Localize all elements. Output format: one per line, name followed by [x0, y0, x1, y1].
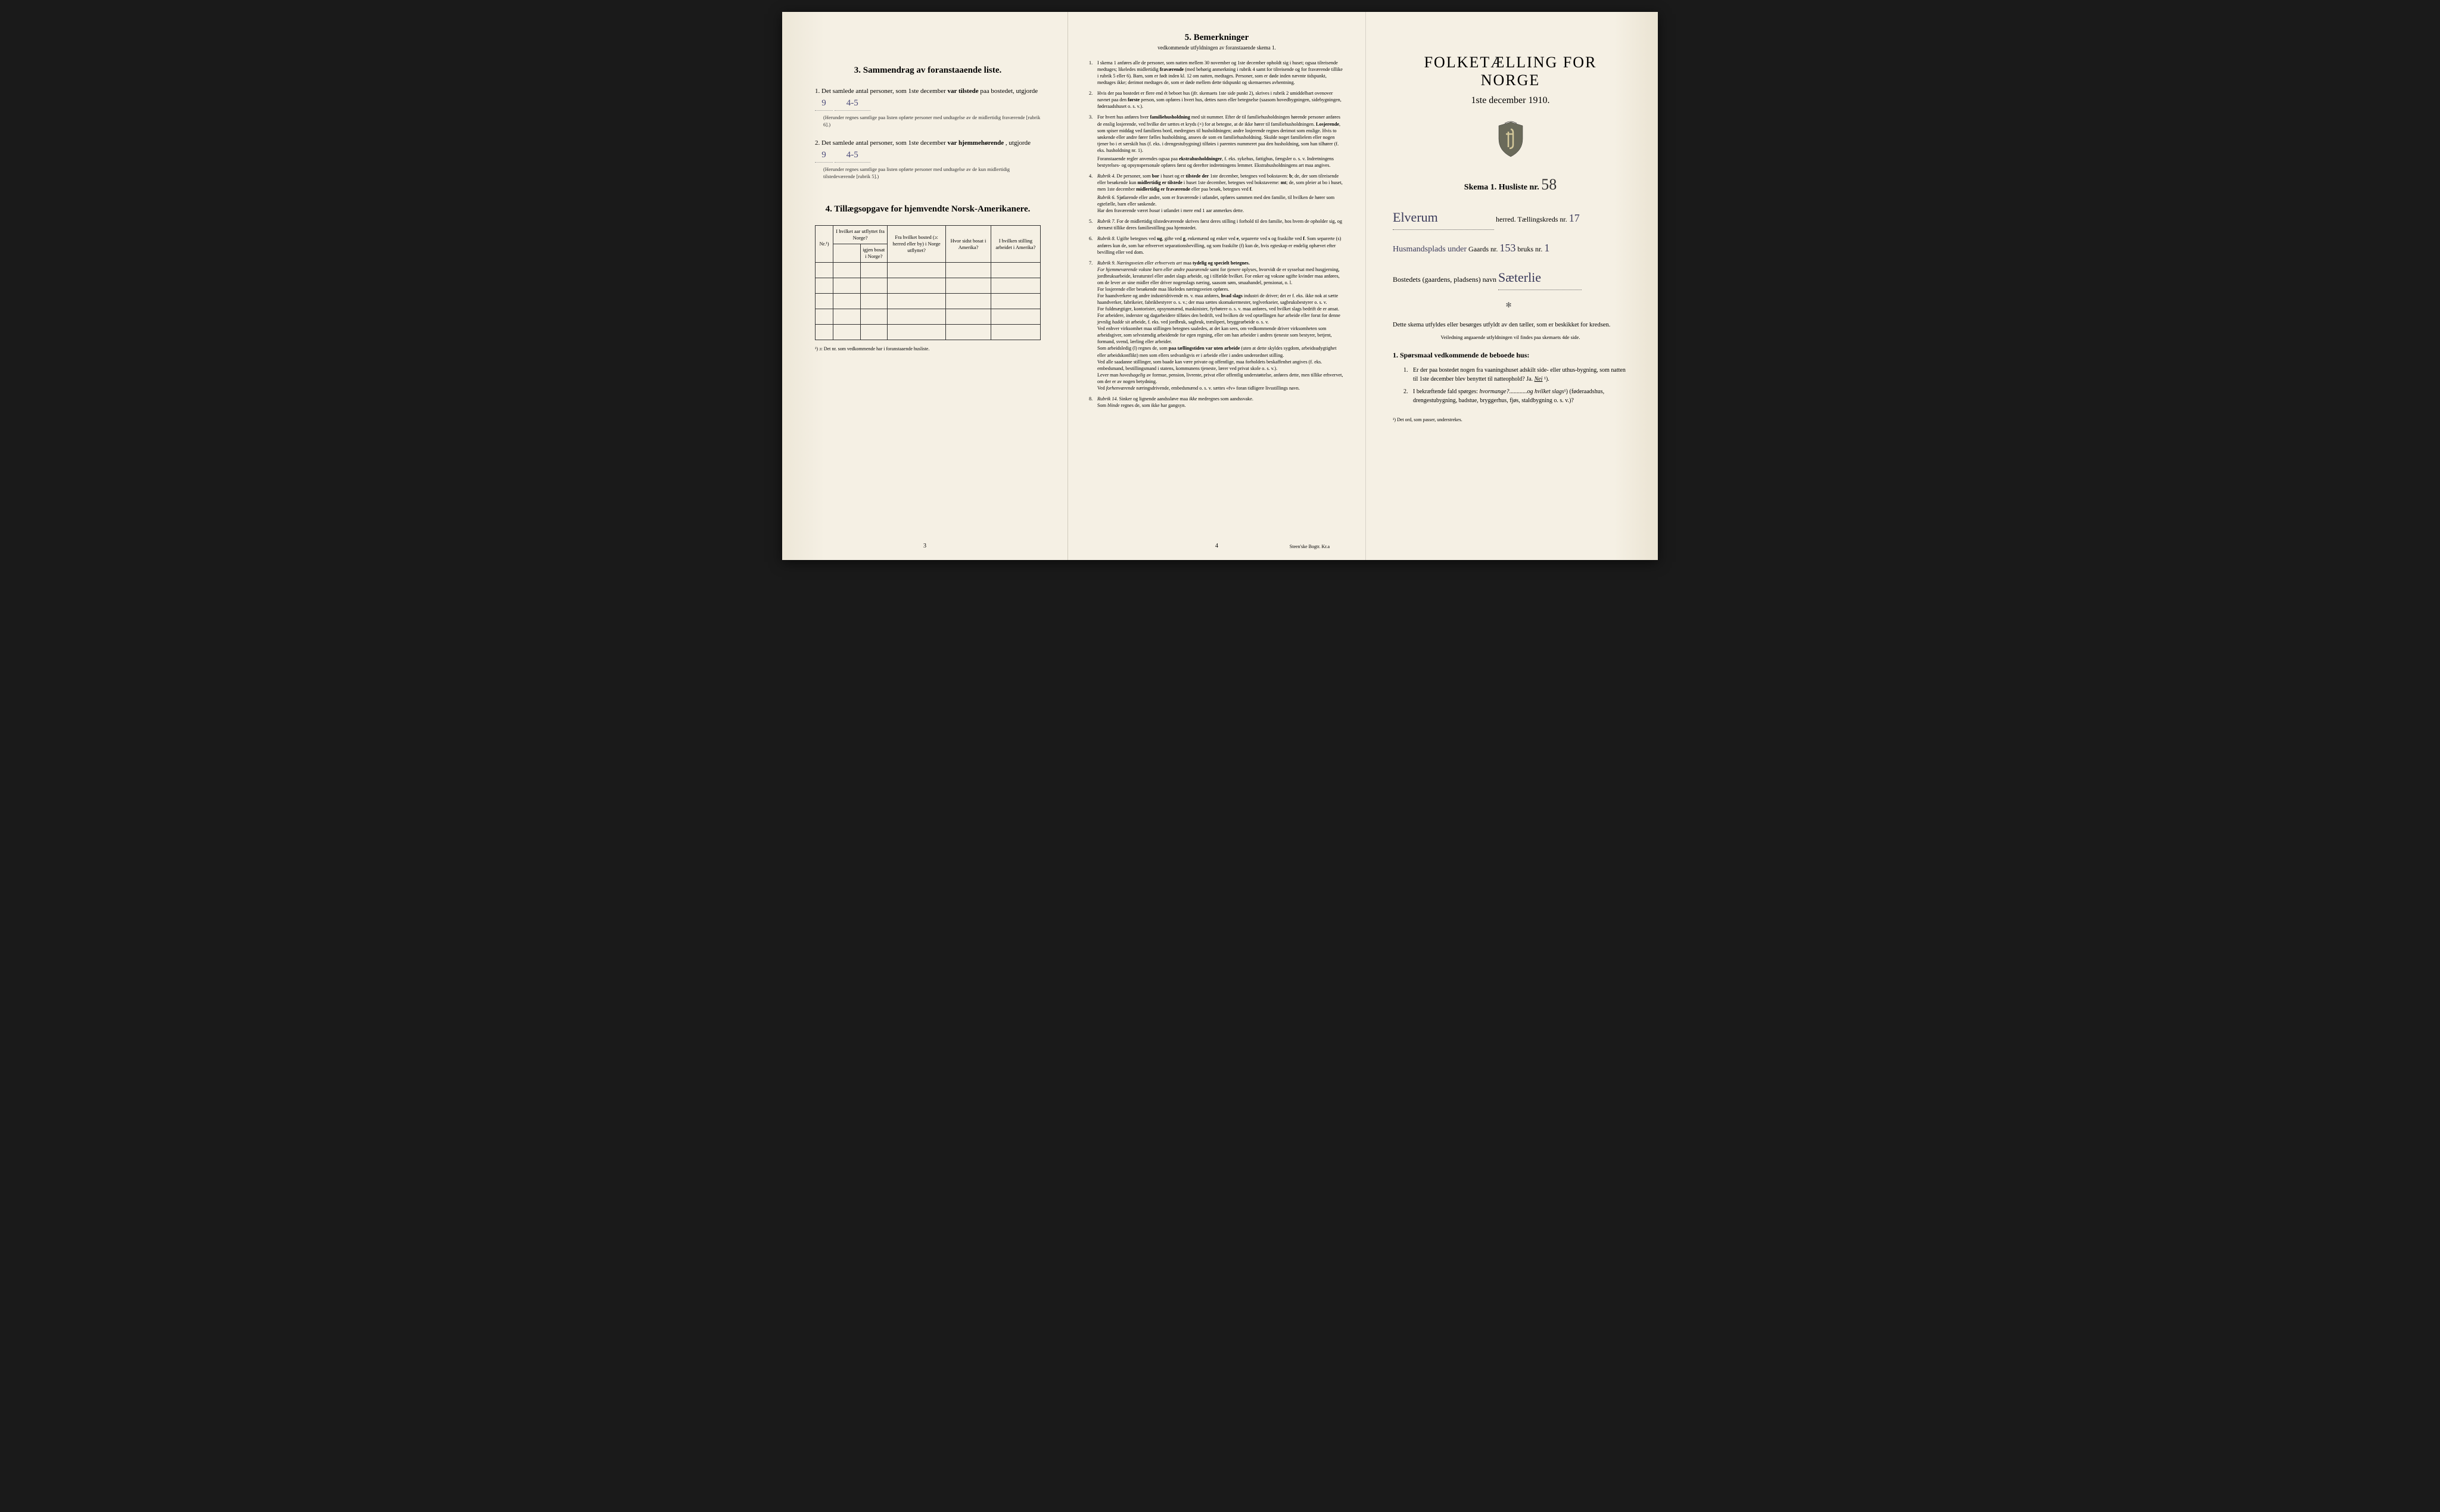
col-again: igjen bosat i Norge?	[860, 244, 887, 263]
skema-line: Skema 1. Husliste nr. 58	[1393, 176, 1628, 194]
table-body	[816, 263, 1041, 340]
remarks-list: 1.I skema 1 anføres alle de personer, so…	[1089, 60, 1345, 409]
bruks-nr: 1	[1544, 242, 1549, 254]
sporsmaal-1: 1. Er der paa bostedet nogen fra vaaning…	[1403, 366, 1628, 384]
section-5-subtitle: vedkommende utfyldningen av foranstaaend…	[1089, 45, 1345, 51]
remark-item: 7.Rubrik 9. Næringsveien eller erhvervet…	[1089, 260, 1345, 391]
crest-icon	[1495, 121, 1526, 158]
remark-item: 5.Rubrik 7. For de midlertidig tilstedev…	[1089, 218, 1345, 231]
section-5-title: 5. Bemerkninger	[1089, 33, 1345, 43]
q2-value: 9	[815, 148, 833, 163]
main-title: FOLKETÆLLING FOR NORGE	[1393, 54, 1628, 89]
remark-item: 4.Rubrik 4. De personer, som bor i huset…	[1089, 173, 1345, 214]
gaards-nr: 153	[1499, 242, 1515, 254]
q2-value2: 4-5	[835, 148, 870, 163]
table-row	[816, 263, 1041, 278]
sporsmaal-title: 1. Spørsmaal vedkommende de beboede hus:	[1393, 351, 1628, 360]
page-3-summary: 3. Sammendrag av foranstaaende liste. 1.…	[782, 12, 1068, 560]
table-row	[816, 325, 1041, 340]
kreds-nr: 17	[1569, 212, 1580, 224]
gaards-line: Husmandsplads under Gaards nr. 153 bruks…	[1393, 238, 1628, 257]
page-number: 4	[1215, 543, 1218, 549]
q1-value2: 4-5	[835, 97, 870, 111]
instruction-small: Veiledning angaaende utfyldningen vil fi…	[1393, 334, 1628, 340]
divider: ✻	[1393, 301, 1628, 310]
table-row	[816, 278, 1041, 294]
table-row	[816, 309, 1041, 325]
bosted-line: Bostedets (gaardens, pladsens) navn Sæte…	[1393, 266, 1628, 290]
q2-note: (Herunder regnes samtlige paa listen opf…	[823, 166, 1041, 181]
herred-value: Elverum	[1393, 206, 1494, 230]
question-1: 1. Det samlede antal personer, som 1ste …	[815, 86, 1041, 111]
coat-of-arms	[1393, 121, 1628, 161]
col-position: I hvilken stilling arbeidet i Amerika?	[991, 226, 1040, 263]
page-1-cover: FOLKETÆLLING FOR NORGE 1ste december 191…	[1366, 12, 1658, 560]
remark-item: 3.For hvert hus anføres hver familiehush…	[1089, 114, 1345, 169]
sporsmaal-2: 2. I bekræftende fald spørges: hvormange…	[1403, 387, 1628, 405]
property-type: Husmandsplads under	[1393, 245, 1467, 254]
q1-value: 9	[815, 97, 833, 111]
section-4-title: 4. Tillægsopgave for hjemvendte Norsk-Am…	[815, 204, 1041, 214]
col-year: I hvilket aar utflyttet fra Norge?	[833, 226, 888, 244]
bosted-value: Sæterlie	[1498, 266, 1582, 290]
remark-item: 1.I skema 1 anføres alle de personer, so…	[1089, 60, 1345, 86]
main-date: 1ste december 1910.	[1393, 95, 1628, 106]
col-from: Fra hvilket bosted (ɔ: herred eller by) …	[887, 226, 945, 263]
instruction: Dette skema utfyldes eller besørges utfy…	[1393, 321, 1628, 330]
page-number: 3	[923, 543, 926, 549]
page-4-remarks: 5. Bemerkninger vedkommende utfyldningen…	[1068, 12, 1366, 560]
q1-note: (Herunder regnes samtlige paa listen opf…	[823, 114, 1041, 129]
question-2: 2. Det samlede antal personer, som 1ste …	[815, 138, 1041, 163]
col-nr: Nr.¹)	[816, 226, 833, 263]
husliste-nr: 58	[1541, 176, 1557, 193]
remark-item: 8.Rubrik 14. Sinker og lignende aandsslø…	[1089, 396, 1345, 409]
col-where: Hvor sidst bosat i Amerika?	[946, 226, 991, 263]
table-row	[816, 294, 1041, 309]
section-3-title: 3. Sammendrag av foranstaaende liste.	[815, 66, 1041, 76]
remark-item: 2.Hvis der paa bostedet er flere end ét …	[1089, 90, 1345, 110]
printer-credit: Steen'ske Bogtr. Kr.a	[1290, 544, 1330, 549]
table-footnote: ¹) ɔ: Det nr. som vedkommende har i fora…	[815, 346, 1041, 351]
emigrant-table: Nr.¹) I hvilket aar utflyttet fra Norge?…	[815, 225, 1041, 340]
herred-line: Elverum herred. Tællingskreds nr. 17	[1393, 206, 1628, 230]
remark-item: 6.Rubrik 8. Ugifte betegnes ved ug, gift…	[1089, 235, 1345, 255]
census-document: 3. Sammendrag av foranstaaende liste. 1.…	[782, 12, 1658, 560]
answer-nei: Nei	[1535, 376, 1543, 382]
page3-footnote: ¹) Det ord, som passer, understrekes.	[1393, 417, 1628, 422]
